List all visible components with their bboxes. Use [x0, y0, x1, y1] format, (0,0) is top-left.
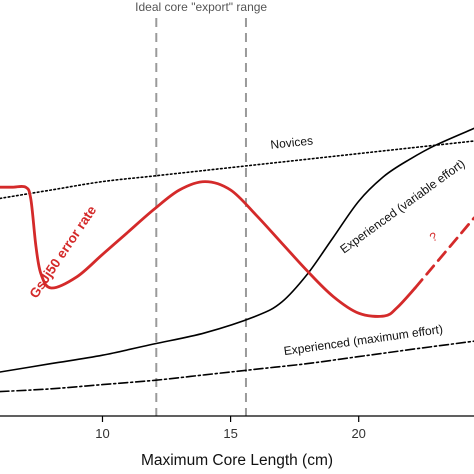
series-line-1 [0, 127, 474, 373]
annotation-experienced-maximum: Experienced (maximum effort) [283, 322, 444, 358]
series-line-0 [0, 140, 474, 200]
series-line-4 [413, 216, 474, 290]
x-axis-ticks: 10 15 20 [95, 416, 366, 441]
ideal-range-lines [155, 18, 247, 416]
annotation-novices: Novices [270, 133, 314, 151]
annotation-question-mark: ? [427, 229, 440, 245]
x-tick-label: 20 [351, 426, 365, 441]
series-layer [0, 127, 474, 393]
series-line-2 [0, 340, 474, 393]
ideal-range-label: Ideal core "export" range [135, 0, 267, 14]
series-line-3 [0, 180, 417, 318]
x-tick-label: 15 [223, 426, 237, 441]
annotation-experienced-variable: Experienced (variable effort) [337, 156, 467, 256]
x-tick-label: 10 [95, 426, 109, 441]
x-axis-title: Maximum Core Length (cm) [141, 452, 333, 469]
